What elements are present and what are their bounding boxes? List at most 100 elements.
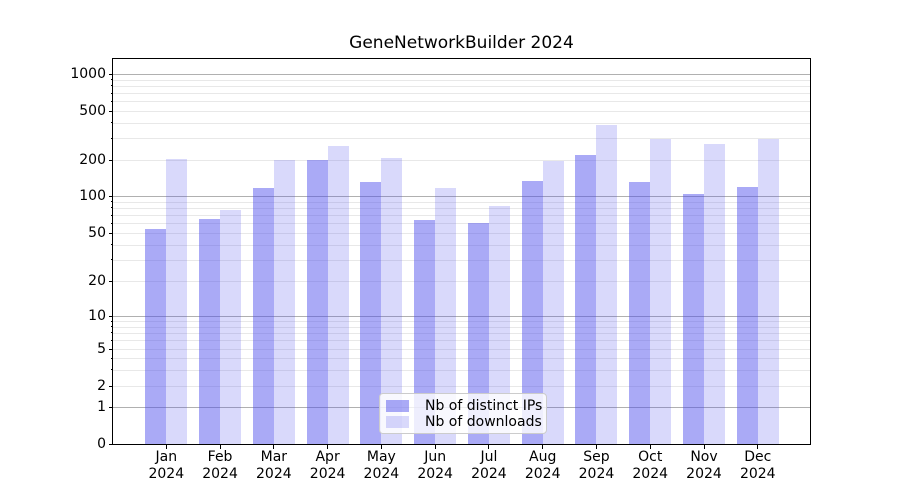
x-tick-label: Apr 2024: [300, 449, 356, 483]
y-minor-tick: [111, 92, 113, 94]
x-tick-label-year: 2024: [524, 466, 561, 482]
gridline-minor: [113, 340, 810, 342]
y-tick-label: 100: [79, 188, 106, 204]
legend-item-distinct-ips: Nb of distinct IPs: [386, 398, 542, 414]
y-minor-tick: [111, 244, 113, 246]
x-tick-label-year: 2024: [739, 466, 776, 482]
gridline-minor: [113, 79, 810, 81]
x-tick: [434, 445, 436, 449]
bar-downloads-dec-2024: [757, 139, 779, 444]
y-minor-tick: [111, 332, 113, 334]
bar-distinct-ips-dec-2024: [736, 187, 758, 444]
gridline-minor: [113, 101, 810, 103]
bar-distinct-ips-nov-2024: [683, 193, 704, 444]
x-tick-label-month: Mar: [260, 449, 288, 465]
x-tick-label-year: 2024: [256, 466, 292, 482]
x-tick-label: Nov 2024: [676, 449, 732, 483]
y-tick: [109, 159, 113, 161]
x-tick-label-month: Oct: [638, 449, 663, 465]
gridline-minor: [113, 281, 810, 282]
bar-downloads-apr-2024: [327, 145, 349, 444]
y-minor-tick: [111, 339, 113, 341]
x-tick-label: Mar 2024: [246, 449, 302, 483]
gridline-minor: [113, 349, 810, 350]
bar-downloads-may-2024: [381, 158, 403, 444]
bar-distinct-ips-jun-2024: [414, 219, 436, 444]
y-tick: [109, 443, 113, 445]
x-tick: [595, 445, 597, 449]
x-tick-label-year: 2024: [417, 466, 453, 482]
x-tick-label: Jul 2024: [461, 449, 517, 483]
x-tick-label-month: Nov: [690, 449, 718, 465]
x-tick-label-month: Sep: [583, 449, 610, 465]
gridline-minor: [113, 321, 810, 323]
y-tick: [109, 110, 113, 112]
y-tick-label: 5: [97, 341, 106, 357]
bar-downloads-feb-2024: [220, 209, 242, 444]
y-tick-label: 1000: [70, 66, 106, 82]
gridline-minor: [113, 358, 810, 359]
bar-distinct-ips-apr-2024: [306, 159, 328, 444]
gridline-minor: [113, 138, 810, 140]
y-tick-label: 10: [88, 308, 106, 324]
x-tick-label: Oct 2024: [622, 449, 678, 483]
gridline-major: [113, 316, 810, 317]
x-tick: [649, 445, 651, 449]
gridline-minor: [113, 369, 810, 371]
x-tick: [703, 445, 705, 449]
y-tick-label: 20: [88, 273, 106, 289]
x-tick: [273, 445, 275, 449]
x-tick: [380, 445, 382, 449]
y-minor-tick: [111, 214, 113, 216]
y-tick: [109, 195, 113, 197]
x-tick-label: Sep 2024: [568, 449, 624, 483]
bar-downloads-jun-2024: [435, 187, 457, 444]
x-tick-label-year: 2024: [686, 466, 722, 482]
x-tick-label-month: Aug: [529, 449, 557, 465]
y-minor-tick: [111, 207, 113, 209]
gridline-major: [113, 196, 810, 197]
y-tick-label: 2: [97, 378, 106, 394]
y-minor-tick: [111, 357, 113, 359]
gridline-minor: [113, 111, 810, 112]
y-minor-tick: [111, 85, 113, 87]
y-tick: [109, 73, 113, 75]
x-tick: [327, 445, 329, 449]
gridline-minor: [113, 85, 810, 87]
y-tick: [109, 232, 113, 234]
legend-label-downloads: Nb of downloads: [425, 413, 542, 430]
bar-distinct-ips-may-2024: [360, 181, 382, 444]
y-tick: [109, 280, 113, 282]
bar-downloads-aug-2024: [542, 161, 564, 444]
x-tick: [219, 445, 221, 449]
y-tick-label: 200: [79, 152, 106, 168]
legend-item-downloads: Nb of downloads: [386, 414, 542, 430]
gridline-minor: [113, 332, 810, 334]
y-tick-label: 50: [88, 225, 106, 241]
x-tick-label-year: 2024: [363, 466, 400, 482]
x-tick-label-month: Feb: [207, 449, 233, 465]
bar-downloads-jul-2024: [488, 205, 510, 444]
y-minor-tick: [111, 122, 113, 124]
plot-area: [112, 58, 811, 445]
x-tick-label-month: Jun: [424, 449, 447, 465]
x-tick-label: Jun 2024: [407, 449, 463, 483]
x-tick-label-month: May: [366, 449, 396, 465]
gridline-minor: [113, 233, 810, 234]
x-tick-label-month: Dec: [744, 449, 772, 465]
y-minor-tick: [111, 100, 113, 102]
y-tick: [109, 348, 113, 350]
bar-downloads-jan-2024: [166, 158, 188, 444]
x-tick-label-year: 2024: [202, 466, 238, 482]
y-tick-label: 500: [79, 103, 106, 119]
x-tick-label-month: Jan: [155, 449, 178, 465]
y-minor-tick: [111, 222, 113, 224]
gridline-major: [113, 74, 810, 75]
x-tick-label-year: 2024: [471, 466, 507, 482]
legend-label-distinct-ips: Nb of distinct IPs: [425, 397, 543, 414]
y-tick: [109, 385, 113, 387]
y-minor-tick: [111, 369, 113, 371]
y-minor-tick: [111, 137, 113, 139]
bar-distinct-ips-aug-2024: [521, 180, 543, 444]
